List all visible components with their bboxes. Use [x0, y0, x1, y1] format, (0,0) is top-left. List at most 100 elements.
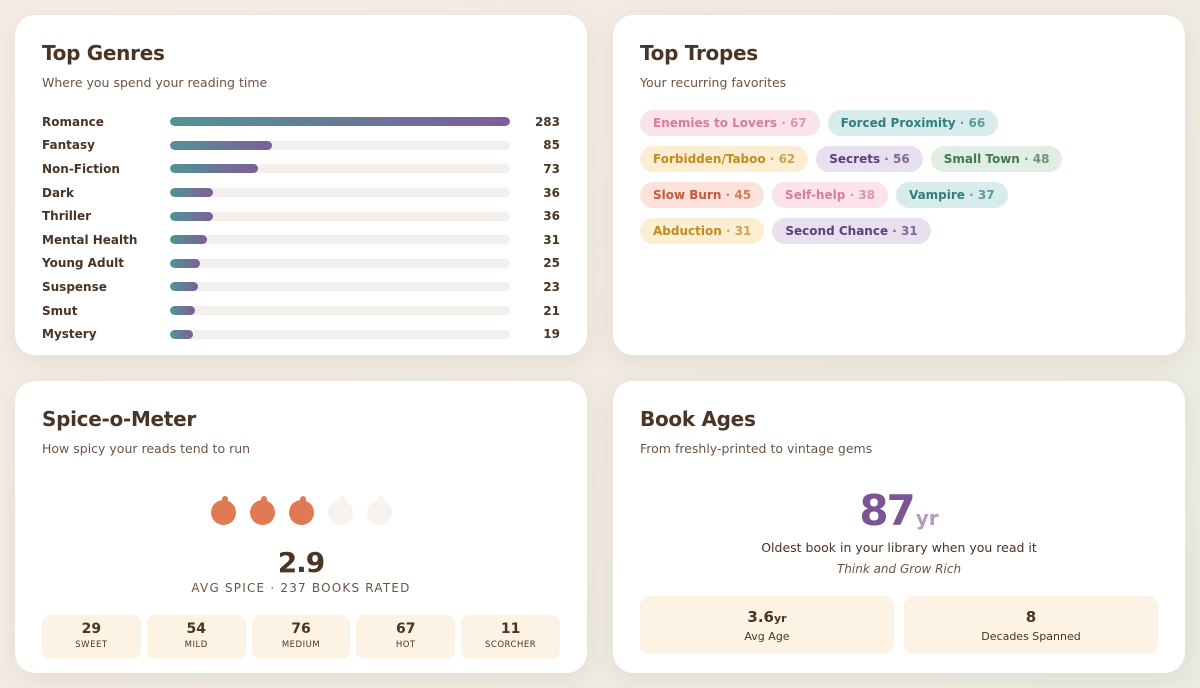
spice-level-count: 54: [186, 621, 206, 637]
trope-separator: ·: [765, 152, 779, 166]
spice-level-count: 76: [291, 621, 311, 637]
chili-pepper-icon: [366, 496, 392, 526]
spice-meter-subtitle: How spicy your reads tend to run: [42, 441, 251, 456]
trope-separator: ·: [888, 224, 902, 238]
trope-count: 66: [968, 116, 986, 130]
genre-row: Romance 283: [42, 110, 560, 134]
oldest-book-title: Think and Grow Rich: [836, 562, 962, 576]
genre-name: Dark: [42, 185, 74, 200]
genre-row: Non-Fiction 73: [42, 157, 560, 181]
chili-pepper-icon: [327, 496, 353, 526]
trope-separator: ·: [964, 188, 978, 202]
genre-name: Fantasy: [42, 138, 95, 153]
genre-name: Non-Fiction: [42, 161, 120, 176]
spice-level-count: 67: [396, 621, 416, 637]
genre-count: 73: [543, 161, 560, 176]
genre-bar-fill: [170, 258, 201, 268]
genre-bar-fill: [170, 117, 510, 127]
genre-bar-track: [170, 117, 510, 127]
spice-level-hot: 67 HOT: [356, 615, 456, 659]
oldest-age-unit: yr: [915, 506, 939, 530]
trope-pill: Vampire · 37: [895, 182, 1008, 208]
spice-level-scorcher: 11 SCORCHER: [461, 615, 560, 659]
decades-spanned-label: Decades Spanned: [981, 630, 1081, 643]
genre-row: Suspense 23: [42, 275, 560, 299]
chili-pepper-icon: [210, 496, 236, 526]
trope-count: 31: [734, 224, 752, 238]
genre-bar-track: [170, 282, 510, 292]
trope-name: Forbidden/Taboo: [653, 152, 766, 166]
genre-name: Suspense: [42, 279, 107, 294]
genre-count: 85: [543, 138, 560, 153]
trope-count: 45: [734, 188, 752, 202]
spice-level-label: SWEET: [75, 640, 108, 650]
genre-name: Romance: [42, 114, 104, 129]
trope-count: 48: [1032, 152, 1050, 166]
trope-name: Vampire: [908, 188, 965, 202]
top-genres-title: Top Genres: [42, 41, 165, 65]
trope-name: Abduction: [653, 224, 722, 238]
top-tropes-card: Top Tropes Your recurring favorites Enem…: [613, 15, 1185, 355]
spice-levels: 29 SWEET 54 MILD 76 MEDIUM 67 HOT 11 SCORCHER: [42, 615, 560, 659]
avg-spice-value: 2.9: [277, 546, 326, 579]
genre-bar-track: [170, 235, 510, 245]
trope-name: Small Town: [943, 152, 1020, 166]
genre-count: 36: [543, 209, 560, 224]
spice-meter-title: Spice-o-Meter: [42, 407, 196, 431]
genre-bar-track: [170, 329, 510, 339]
trope-pill: Slow Burn · 45: [640, 182, 765, 208]
genre-count: 19: [543, 327, 560, 342]
genre-count: 283: [534, 114, 560, 129]
chili-pepper-icon: [288, 496, 314, 526]
genre-name: Smut: [42, 303, 78, 318]
genre-bar-track: [170, 211, 510, 221]
genre-bar-fill: [170, 329, 193, 339]
trope-pill: Enemies to Lovers · 67: [640, 110, 820, 136]
chili-pepper-icon: [249, 496, 275, 526]
spice-meter-card: Spice-o-Meter How spicy your reads tend …: [15, 381, 587, 673]
trope-separator: ·: [845, 188, 859, 202]
trope-count: 31: [901, 224, 918, 238]
genre-name: Mystery: [42, 327, 97, 342]
oldest-age-description: Oldest book in your library when you rea…: [761, 540, 1037, 555]
genre-count: 36: [543, 185, 560, 200]
book-ages-subtitle: From freshly-printed to vintage gems: [640, 441, 873, 456]
book-ages-card: Book Ages From freshly-printed to vintag…: [613, 381, 1185, 673]
spice-level-count: 11: [500, 621, 521, 637]
trope-pill: Small Town · 48: [930, 146, 1063, 172]
trope-pill: Abduction · 31: [640, 218, 765, 244]
genre-bar-track: [170, 188, 510, 198]
genre-count: 25: [543, 256, 560, 271]
genre-row: Smut 21: [42, 299, 560, 323]
genre-list: Romance 283 Fantasy 85 Non-Fiction 73 Dark 36 Th…: [42, 110, 560, 346]
top-genres-card: Top Genres Where you spend your reading …: [15, 15, 587, 355]
trope-count: 38: [858, 188, 875, 202]
trope-name: Forced Proximity: [840, 116, 956, 130]
trope-count: 37: [977, 188, 995, 202]
spice-level-label: MEDIUM: [281, 640, 321, 650]
spice-level-label: MILD: [184, 640, 208, 650]
trope-separator: ·: [955, 116, 969, 130]
genre-bar-fill: [170, 306, 196, 316]
avg-age-value: 3.6: [747, 608, 774, 626]
genre-name: Thriller: [42, 209, 92, 224]
genre-count: 23: [543, 279, 560, 294]
trope-name: Slow Burn: [653, 188, 722, 202]
tropes-list: Enemies to Lovers · 67 Forced Proximity ·…: [640, 110, 1120, 244]
genre-bar-track: [170, 306, 510, 316]
trope-separator: ·: [880, 152, 894, 166]
trope-name: Secrets: [829, 152, 881, 166]
genre-bar-track: [170, 258, 510, 268]
genre-row: Young Adult 25: [42, 252, 560, 276]
trope-count: 67: [789, 116, 807, 130]
trope-separator: ·: [1019, 152, 1033, 166]
spice-level-medium: 76 MEDIUM: [251, 615, 351, 659]
trope-pill: Second Chance · 31: [772, 218, 931, 244]
avg-spice-caption: AVG SPICE · 237 BOOKS RATED: [191, 581, 411, 595]
genre-bar-fill: [170, 188, 214, 198]
genre-row: Thriller 36: [42, 204, 560, 228]
trope-count: 56: [893, 152, 910, 166]
trope-pill: Secrets · 56: [816, 146, 923, 172]
avg-age-unit: yr: [773, 612, 787, 625]
trope-name: Enemies to Lovers: [653, 116, 778, 130]
